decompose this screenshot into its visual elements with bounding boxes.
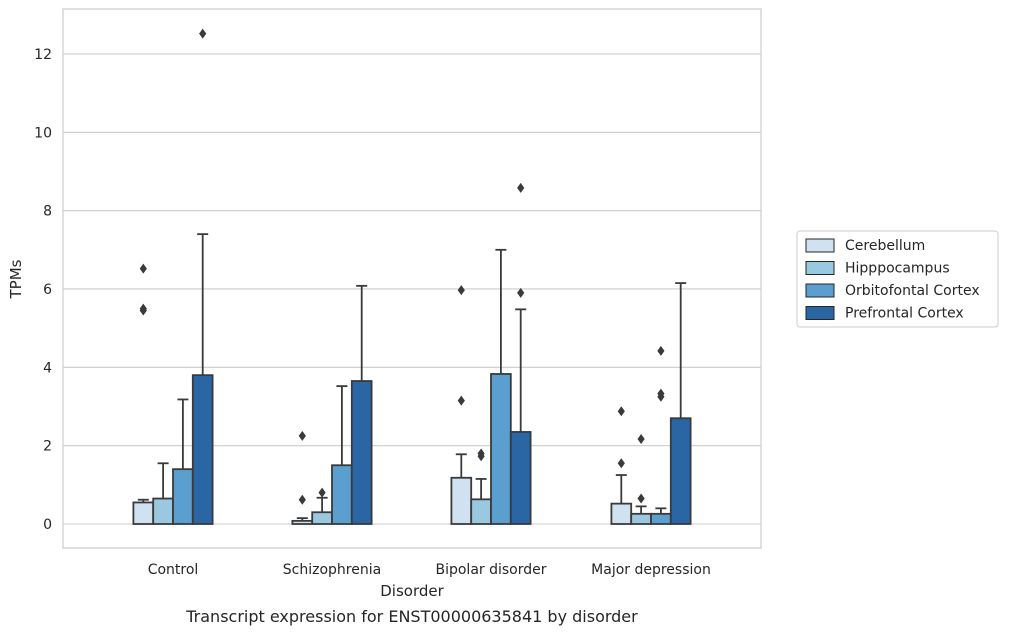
y-tick-label: 2: [43, 439, 52, 455]
bar: [509, 431, 532, 525]
outlier-point: [298, 430, 306, 441]
outlier-point: [199, 28, 207, 39]
outlier-point: [318, 487, 326, 498]
gridlines: [63, 53, 761, 525]
bar: [132, 501, 155, 525]
bar: [152, 497, 174, 525]
y-tick-label: 10: [34, 125, 52, 141]
outlier-point: [139, 305, 147, 316]
x-tick-label: Bipolar disorder: [435, 562, 546, 578]
y-tick-label: 8: [43, 204, 52, 220]
outlier-point: [139, 263, 147, 274]
bar: [470, 498, 492, 525]
y-tick-label: 6: [43, 282, 52, 298]
legend-label: Hipppocampus: [845, 261, 950, 277]
outlier-point: [657, 345, 665, 356]
bar: [311, 511, 333, 525]
bar: [350, 380, 373, 525]
legend-label: Orbitofontal Cortex: [845, 283, 980, 299]
bars: [132, 28, 692, 525]
chart-caption: Transcript expression for ENST0000063584…: [185, 607, 638, 626]
x-tick-label: Schizophrenia: [283, 562, 381, 578]
bar: [191, 374, 214, 525]
outlier-point: [477, 451, 485, 462]
legend-frame: [796, 230, 999, 328]
bar: [490, 373, 512, 525]
legend-swatch: [805, 261, 835, 275]
y-axis-title: TPMs: [7, 259, 25, 299]
outlier-point: [617, 406, 625, 417]
x-tick-label: Control: [148, 562, 199, 578]
x-axis-title: Disorder: [380, 582, 444, 600]
outlier-point: [517, 182, 525, 193]
y-tick-label: 12: [34, 47, 52, 63]
bar: [610, 502, 633, 525]
legend-label: Cerebellum: [845, 238, 925, 254]
outlier-point: [657, 391, 665, 402]
y-tick-label: 4: [43, 360, 52, 376]
plot-frame: [62, 8, 762, 549]
bar: [331, 464, 353, 525]
outlier-point: [298, 494, 306, 505]
y-tick-labels: 0 2 4 6 8 10 12: [34, 47, 52, 533]
x-tick-label: Major depression: [591, 562, 711, 578]
outlier-point: [517, 287, 525, 298]
outlier-point: [617, 458, 625, 469]
bar: [650, 512, 672, 525]
legend-swatch: [805, 238, 835, 253]
outlier-point: [457, 395, 465, 406]
legend-swatch: [805, 306, 835, 320]
x-tick-labels: Control Schizophrenia Bipolar disorder Majo…: [148, 562, 711, 578]
outlier-point: [637, 434, 645, 445]
bar: [669, 417, 692, 525]
y-tick-label: 0: [43, 517, 52, 533]
legend-swatch: [805, 283, 835, 298]
legend-label: Prefrontal Cortex: [845, 306, 964, 322]
legend: Cerebellum Hipppocampus Orbitofontal Corte…: [796, 230, 999, 328]
bar: [172, 468, 194, 525]
outlier-point: [637, 493, 645, 504]
bar: [630, 512, 652, 525]
bar: [291, 519, 314, 525]
outlier-point: [457, 285, 465, 296]
bar: [450, 476, 473, 525]
